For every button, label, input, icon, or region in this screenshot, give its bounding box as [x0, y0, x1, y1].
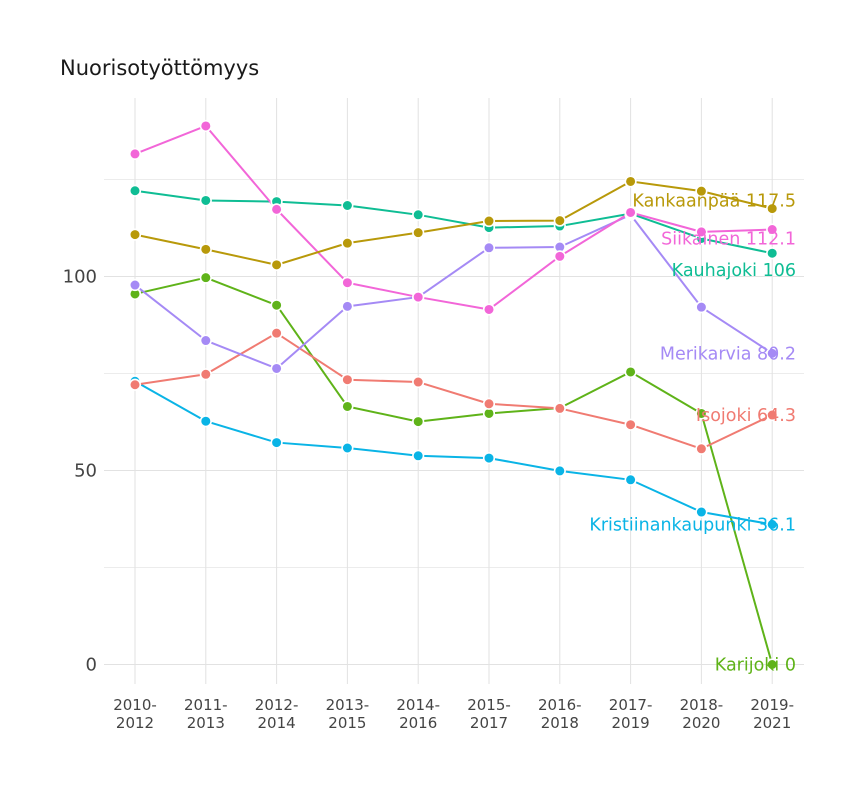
- x-tick-label: 2012-2014: [255, 696, 299, 732]
- y-tick-label: 100: [63, 267, 97, 288]
- data-point: [695, 407, 708, 420]
- x-tick-label: 2010-2012: [113, 696, 157, 732]
- series-end-label: Kankaanpää 117.5: [632, 192, 796, 212]
- x-tick-label: 2019-2021: [750, 696, 794, 732]
- x-tick-label: 2013-2015: [326, 696, 370, 732]
- data-point: [199, 334, 212, 347]
- data-point: [766, 347, 779, 360]
- y-tick-label: 0: [86, 655, 97, 676]
- data-point: [128, 378, 142, 391]
- data-point: [482, 303, 496, 316]
- series-points: [128, 119, 779, 671]
- x-tick-label: 2018-2020: [680, 696, 724, 732]
- data-point: [412, 208, 425, 221]
- data-point: [412, 375, 425, 389]
- series-end-label: Merikarvia 80.2: [660, 344, 796, 364]
- chart-title: Nuorisotyöttömyys: [60, 56, 260, 80]
- x-tick-label: 2011-2013: [184, 696, 228, 732]
- y-tick-label: 50: [74, 461, 97, 482]
- data-point: [482, 241, 496, 254]
- series-end-label: Siikainen 112.1: [661, 230, 796, 250]
- x-tick-label: 2017-2019: [609, 696, 653, 732]
- data-point: [766, 247, 779, 260]
- data-point: [270, 436, 283, 449]
- data-point: [624, 365, 637, 379]
- data-point: [412, 290, 425, 304]
- data-point: [270, 258, 283, 271]
- data-point: [482, 397, 496, 410]
- data-point: [270, 362, 283, 375]
- data-point: [412, 449, 425, 462]
- data-point: [624, 418, 637, 431]
- series-lines: [134, 124, 774, 665]
- series-line: [134, 380, 773, 526]
- data-point: [341, 441, 354, 455]
- data-point: [766, 202, 779, 215]
- series-line: [134, 124, 773, 311]
- data-point: [695, 185, 708, 198]
- x-tick-label: 2015-2017: [467, 696, 511, 732]
- data-point: [128, 147, 142, 160]
- data-point: [695, 225, 708, 238]
- data-point: [695, 442, 708, 455]
- data-point: [341, 300, 354, 313]
- data-point: [128, 184, 142, 197]
- data-point: [341, 373, 354, 386]
- end-labels: Kankaanpää 117.5 Siikainen 112.1 Kauhajoki…: [589, 192, 796, 676]
- data-point: [624, 206, 637, 219]
- series-line: [134, 189, 773, 255]
- data-point: [766, 518, 779, 531]
- data-point: [199, 368, 212, 381]
- data-point: [766, 408, 779, 422]
- data-point: [341, 400, 354, 413]
- series-line: [134, 276, 774, 665]
- series-line: [134, 213, 773, 370]
- series-line: [134, 180, 773, 266]
- data-point: [624, 175, 637, 188]
- data-point: [412, 415, 425, 428]
- data-point: [199, 194, 212, 207]
- series-end-label: Karijoki 0: [715, 656, 796, 676]
- data-point: [695, 301, 708, 314]
- data-point: [199, 119, 212, 133]
- x-tick-label: 2016-2018: [538, 696, 582, 732]
- data-point: [412, 226, 425, 239]
- series-end-label: Kristiinankaupunki 36.1: [589, 515, 796, 535]
- data-point: [553, 402, 566, 415]
- data-point: [482, 451, 496, 465]
- data-point: [270, 299, 283, 312]
- data-point: [199, 415, 212, 428]
- data-point: [553, 214, 566, 227]
- series-end-label: Isojoki 64.3: [696, 406, 796, 426]
- data-point: [128, 228, 142, 241]
- data-point: [766, 223, 779, 236]
- y-axis: 0 50 100: [63, 267, 97, 676]
- data-point: [128, 278, 142, 292]
- data-point: [341, 199, 354, 212]
- data-point: [553, 464, 566, 477]
- x-tick-label: 2014-2016: [396, 696, 440, 732]
- x-axis: 2010-2012 2011-2013 2012-2014 2013-2015 2014…: [113, 696, 794, 732]
- data-point: [341, 237, 354, 250]
- data-point: [270, 203, 283, 216]
- data-point: [624, 473, 637, 486]
- data-point: [553, 250, 566, 263]
- data-point: [341, 276, 354, 289]
- data-point: [199, 271, 212, 284]
- data-point: [270, 327, 283, 340]
- series-end-label: Kauhajoki 106: [672, 261, 796, 281]
- data-point: [695, 505, 708, 519]
- data-point: [482, 214, 496, 228]
- data-point: [199, 243, 212, 256]
- data-point: [766, 658, 779, 671]
